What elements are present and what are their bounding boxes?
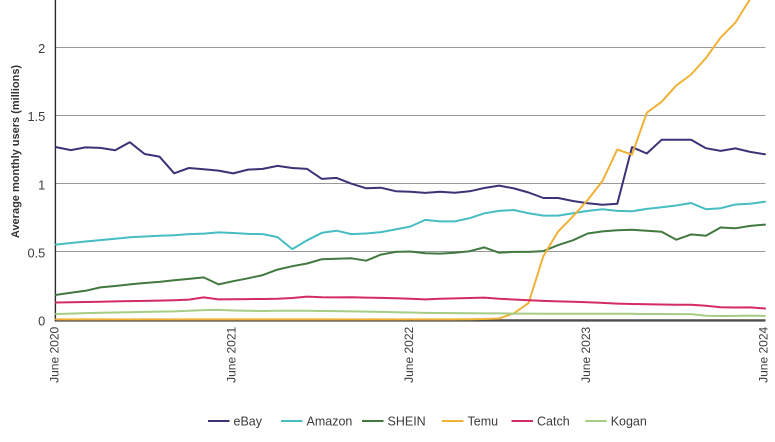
svg-text:1.5: 1.5 <box>28 109 46 124</box>
svg-text:Catch: Catch <box>537 415 570 429</box>
svg-text:June 2021: June 2021 <box>225 326 239 382</box>
svg-text:Kogan: Kogan <box>611 415 647 429</box>
svg-text:0: 0 <box>38 314 45 329</box>
svg-text:Temu: Temu <box>468 415 499 429</box>
svg-text:June 2022: June 2022 <box>402 326 416 382</box>
svg-text:1: 1 <box>38 177 45 192</box>
svg-text:June 2020: June 2020 <box>48 326 62 382</box>
svg-text:Amazon: Amazon <box>307 415 353 429</box>
svg-text:Average monthly users (million: Average monthly users (millions) <box>10 65 22 239</box>
svg-text:0.5: 0.5 <box>28 246 46 261</box>
svg-text:2: 2 <box>38 41 45 56</box>
svg-text:June 2024: June 2024 <box>757 326 771 382</box>
svg-text:SHEIN: SHEIN <box>388 415 426 429</box>
svg-text:eBay: eBay <box>234 415 263 429</box>
svg-text:June 2023: June 2023 <box>579 326 593 382</box>
